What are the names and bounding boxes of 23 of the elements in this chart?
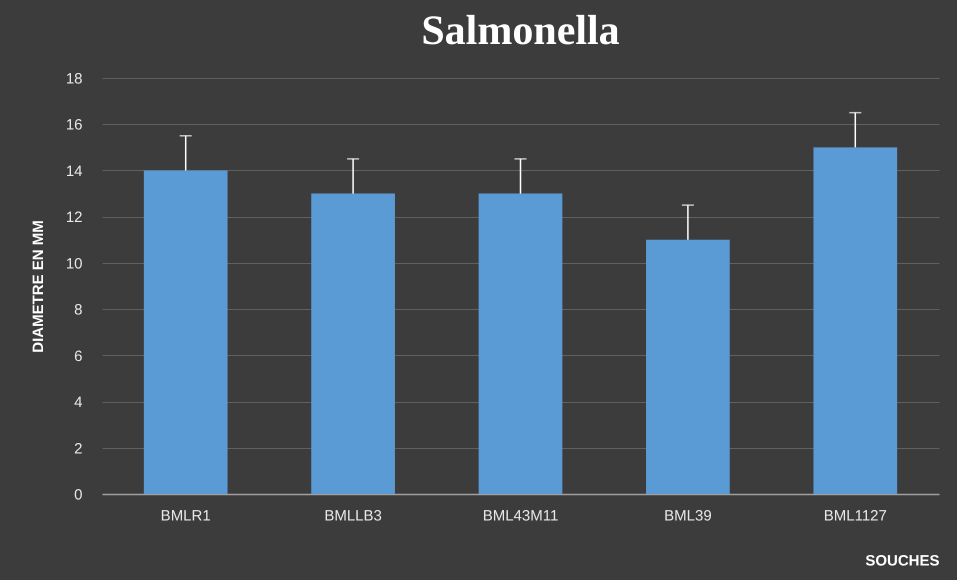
y-tick-label: 2 — [74, 440, 82, 458]
y-tick-label: 12 — [66, 209, 82, 226]
y-axis-title: DIAMETRE EN MM — [30, 220, 47, 353]
y-tick-label: 8 — [74, 302, 82, 319]
y-tick-label: 4 — [74, 394, 82, 412]
y-tick-label: 16 — [66, 116, 82, 134]
x-tick-label: BML43M11 — [482, 508, 558, 524]
chart-title: Salmonella — [421, 8, 620, 54]
bar — [478, 194, 562, 494]
bar — [646, 240, 730, 494]
x-tick-label: BML39 — [664, 508, 712, 524]
x-tick-label: BML1127 — [824, 508, 887, 524]
x-axis-title: SOUCHES — [865, 552, 940, 570]
y-tick-label: 14 — [66, 162, 82, 180]
x-tick-label: BMLR1 — [160, 508, 211, 524]
y-tick-label: 18 — [66, 70, 82, 88]
y-tick-label: 10 — [66, 255, 82, 272]
bar — [144, 170, 228, 494]
bar — [813, 147, 898, 494]
bar — [311, 194, 395, 494]
y-tick-label: 6 — [74, 348, 82, 365]
y-tick-label: 0 — [74, 486, 82, 504]
x-tick-label: BMLLB3 — [324, 508, 382, 524]
